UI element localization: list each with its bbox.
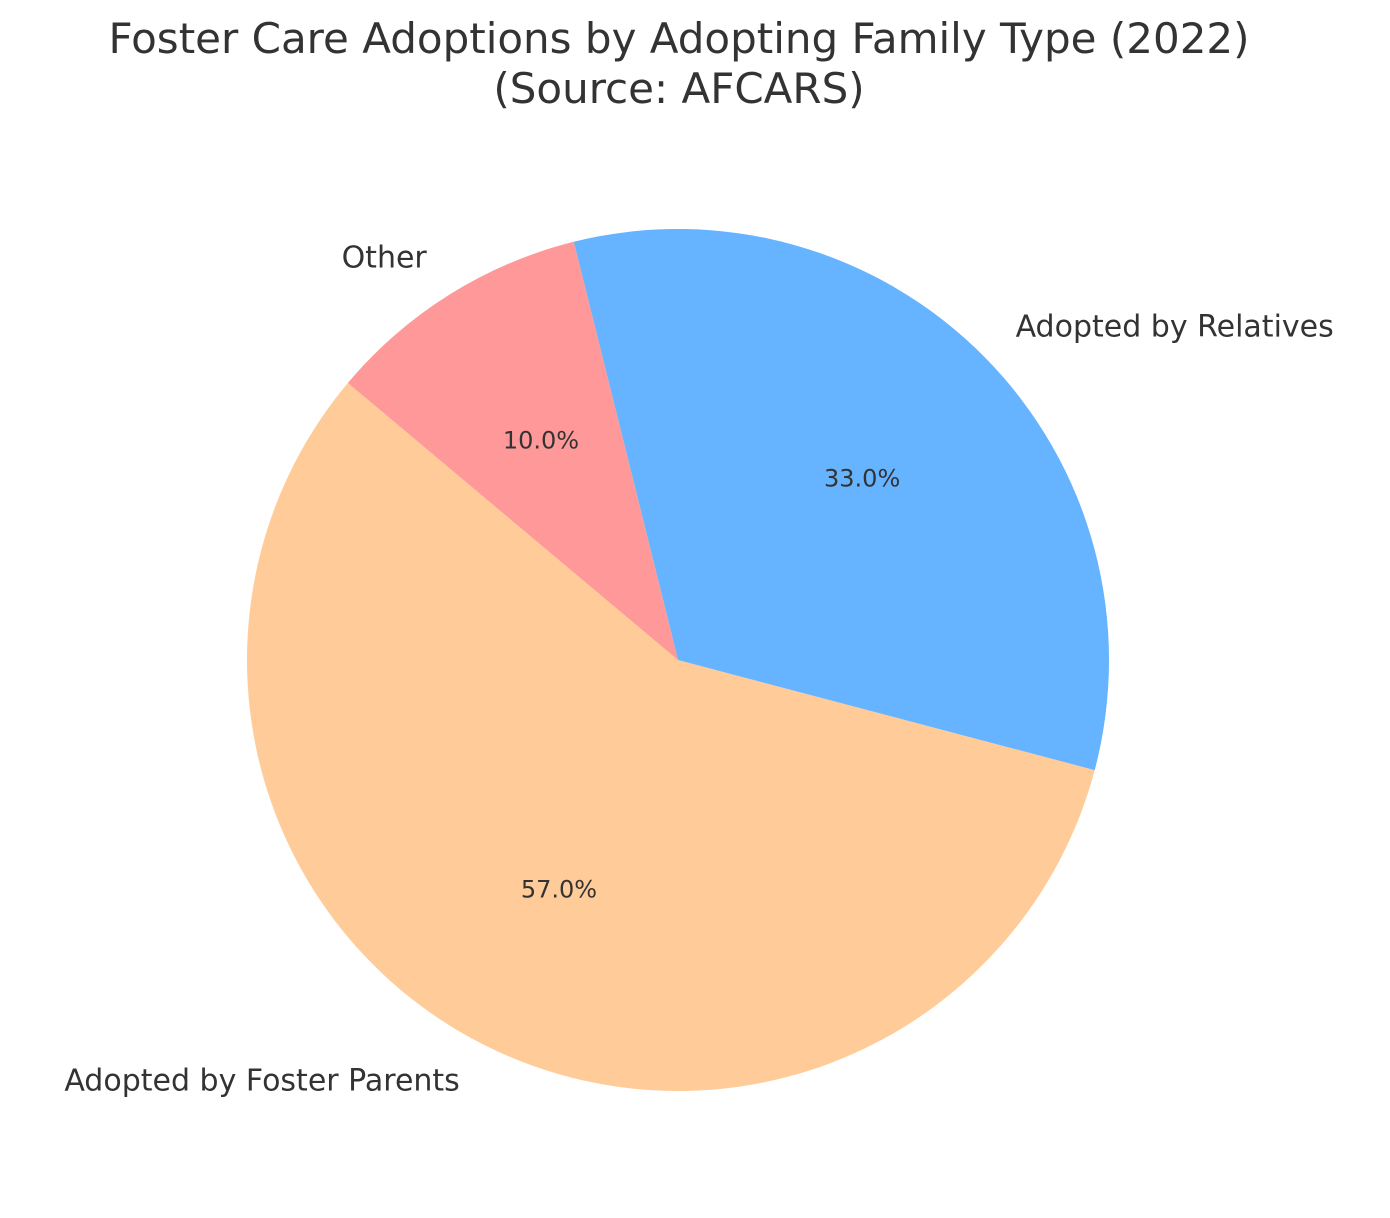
pie-percent-label-adopted-by-foster-parents: 57.0% — [521, 876, 597, 904]
pie-category-label-adopted-by-foster-parents: Adopted by Foster Parents — [64, 1063, 460, 1098]
pie-slice-other — [347, 241, 678, 660]
pie-category-label-adopted-by-relatives: Adopted by Relatives — [1016, 310, 1334, 345]
chart-title: Foster Care Adoptions by Adopting Family… — [108, 14, 1250, 63]
chart-title-block: Foster Care Adoptions by Adopting Family… — [0, 14, 1358, 114]
pie-percent-label-adopted-by-relatives: 33.0% — [824, 464, 900, 492]
pie-percent-label-other: 10.0% — [503, 427, 579, 455]
pie-slice-adopted-by-relatives — [573, 228, 1110, 771]
pie-category-label-other: Other — [342, 240, 428, 275]
pie-slice-adopted-by-foster-parents — [247, 382, 1095, 1091]
chart-subtitle: (Source: AFCARS) — [493, 64, 865, 113]
